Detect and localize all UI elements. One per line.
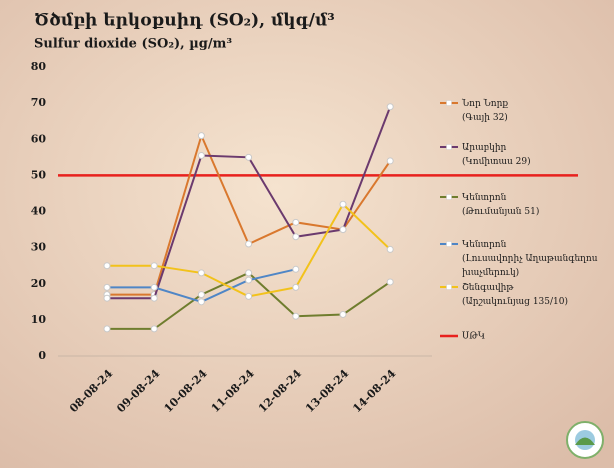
data-point xyxy=(386,245,394,253)
legend-label: Շենգավիթ (Արշակունյաց 135/10) xyxy=(462,283,568,307)
data-point xyxy=(292,218,300,226)
legend-label-line: (Թումանյան 51) xyxy=(462,206,539,217)
y-tick-label: 80 xyxy=(31,60,47,73)
data-point xyxy=(197,132,205,140)
logo xyxy=(566,421,604,459)
legend-label-line: Նոր Նորք xyxy=(461,98,508,109)
data-point xyxy=(103,262,111,270)
chart-title: Ծծմբի երկօքսիդ (SO₂), մկգ/մ³ xyxy=(34,11,335,31)
y-tick-label: 20 xyxy=(31,277,47,290)
y-tick-label: 0 xyxy=(38,349,46,362)
y-tick-label: 60 xyxy=(31,132,47,145)
data-point xyxy=(197,152,205,160)
data-point xyxy=(245,276,253,284)
y-tick-label: 50 xyxy=(31,168,47,181)
legend-label: Կենտրոն (Թումանյան 51) xyxy=(462,193,539,217)
data-point xyxy=(245,153,253,161)
data-point xyxy=(386,278,394,286)
y-tick-label: 10 xyxy=(31,313,47,326)
legend-swatch-marker xyxy=(446,194,452,200)
legend-label-line: (Կոմիտաս 29) xyxy=(462,156,531,167)
data-point xyxy=(150,283,158,291)
data-point xyxy=(245,240,253,248)
legend-label: Նոր Նորք (Գայի 32) xyxy=(461,98,508,123)
data-point xyxy=(103,325,111,333)
data-point xyxy=(339,310,347,318)
data-point xyxy=(292,283,300,291)
legend-label: Կենտրոն (Լուսավորիչ Աղաթանգեղոս խաչմերուկ) xyxy=(462,240,598,278)
data-point xyxy=(292,265,300,273)
data-point xyxy=(197,291,205,299)
data-point xyxy=(292,233,300,241)
data-point xyxy=(150,325,158,333)
y-tick-label: 40 xyxy=(31,205,47,218)
data-point xyxy=(103,294,111,302)
data-point xyxy=(150,262,158,270)
data-point xyxy=(386,103,394,111)
data-point xyxy=(339,226,347,234)
data-point xyxy=(339,200,347,208)
legend-label: ՍԹԿ xyxy=(462,332,485,342)
data-point xyxy=(245,269,253,277)
y-tick-label: 30 xyxy=(31,241,47,254)
legend-swatch-marker xyxy=(446,241,452,247)
legend-label-line: Կենտրոն xyxy=(462,193,507,203)
legend-label-line: (Գայի 32) xyxy=(462,112,508,123)
y-tick-label: 70 xyxy=(31,96,47,109)
legend-label-line: խաչմերուկ) xyxy=(462,267,519,278)
legend-label-line: (Արշակունյաց 135/10) xyxy=(462,296,568,307)
data-point xyxy=(103,283,111,291)
legend-label-line: Արաբկիր xyxy=(462,143,507,153)
legend-swatch-marker xyxy=(446,284,452,290)
chart-subtitle: Sulfur dioxide (SO₂), µg/m³ xyxy=(34,37,232,52)
data-point xyxy=(386,157,394,165)
legend-label-line: Շենգավիթ xyxy=(462,283,514,293)
legend-label-line: (Լուսավորիչ Աղաթանգեղոս xyxy=(462,253,598,264)
legend-label: Արաբկիր (Կոմիտաս 29) xyxy=(462,143,531,167)
legend-swatch-marker xyxy=(446,144,452,150)
legend-swatch-marker xyxy=(446,100,452,106)
legend-label-line: Կենտրոն xyxy=(462,240,507,250)
data-point xyxy=(245,292,253,300)
data-point xyxy=(150,294,158,302)
data-point xyxy=(197,298,205,306)
data-point xyxy=(197,269,205,277)
data-point xyxy=(292,312,300,320)
